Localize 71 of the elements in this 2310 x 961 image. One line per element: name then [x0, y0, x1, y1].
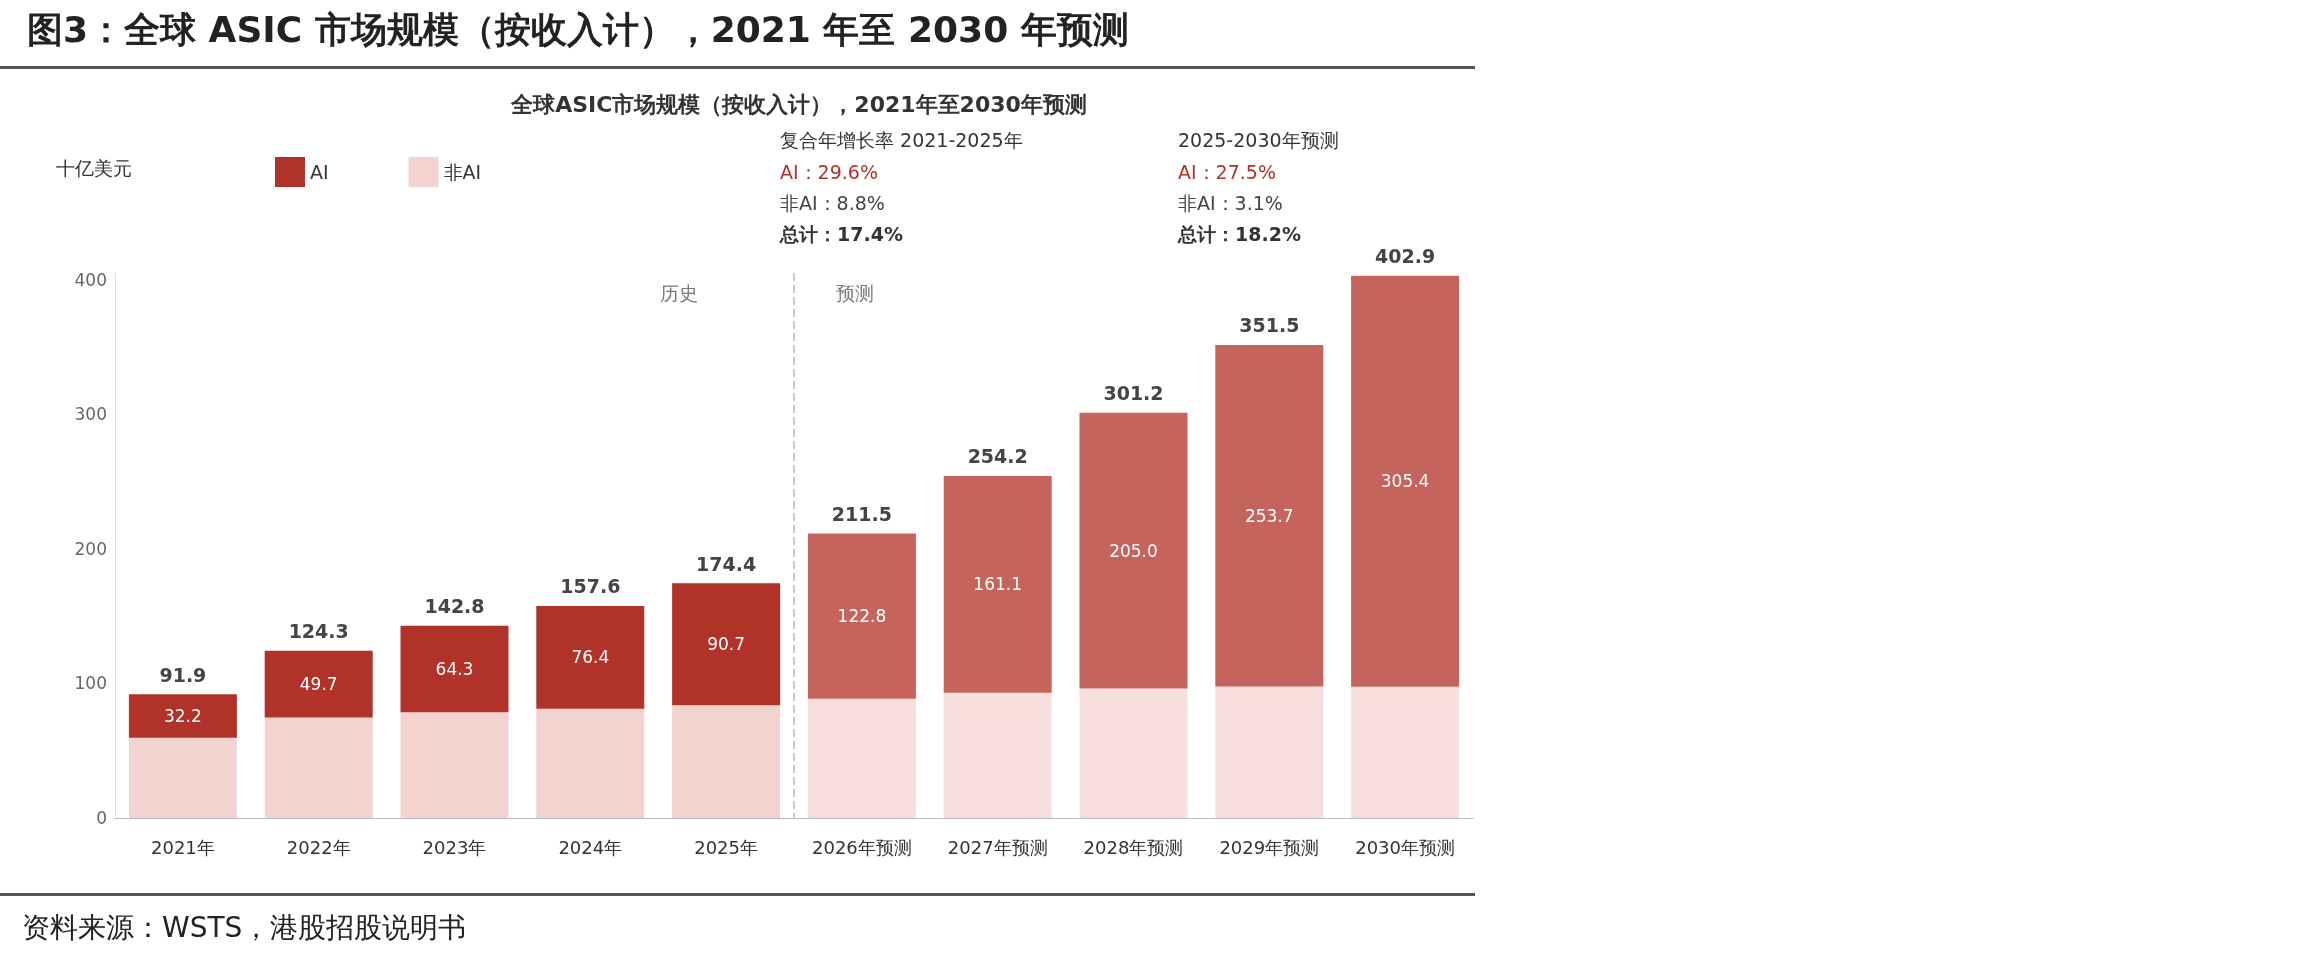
- legend-label: 非AI: [443, 161, 482, 183]
- bar: [1215, 344, 1324, 687]
- data-label: 64.3: [435, 659, 474, 680]
- bar: [807, 698, 916, 818]
- y-axis-title: 十亿美元: [56, 156, 132, 179]
- data-label: 161.1: [973, 574, 1023, 595]
- data-label: 205.0: [1109, 540, 1158, 561]
- text: 非AI：8.8%: [780, 191, 885, 214]
- bar: [1215, 686, 1324, 818]
- bar: [807, 533, 916, 699]
- legend-label: AI: [310, 161, 329, 183]
- data-label: 76.4: [571, 647, 610, 668]
- x-tick-label: 2025年: [694, 836, 759, 858]
- x-tick-label: 2028年预测: [1083, 836, 1184, 858]
- text: 资料来源：WSTS，港股招股说明书: [22, 910, 467, 944]
- x-tick-label: 2024年: [558, 836, 623, 858]
- data-label: 253.7: [1244, 505, 1294, 526]
- y-tick-label: 0: [96, 808, 107, 828]
- bar: [400, 625, 509, 713]
- bar: [943, 692, 1052, 818]
- text: 非AI：3.1%: [1178, 191, 1283, 214]
- total-label: 124.3: [288, 620, 349, 643]
- total-label: 211.5: [831, 502, 892, 525]
- text: AI：29.6%: [780, 160, 878, 183]
- x-tick-label: 2026年预测: [811, 836, 912, 858]
- bar: [128, 737, 237, 818]
- text: AI：27.5%: [1178, 160, 1276, 183]
- bar: [1079, 412, 1188, 689]
- total-label: 142.8: [424, 595, 485, 618]
- data-label: 32.2: [163, 706, 202, 726]
- total-label: 254.2: [967, 445, 1028, 468]
- bar: [264, 717, 373, 818]
- total-label: 157.6: [560, 575, 621, 598]
- data-label: 49.7: [299, 674, 338, 695]
- data-label: 90.7: [707, 634, 746, 655]
- x-tick-label: 2029年预测: [1219, 836, 1320, 858]
- bar: [128, 694, 237, 738]
- x-tick-label: 2021年: [150, 836, 215, 858]
- x-tick-label: 2027年预测: [947, 836, 1048, 858]
- bar: [1351, 686, 1460, 818]
- text: 2025-2030年预测: [1178, 128, 1339, 151]
- total-label: 91.9: [159, 663, 207, 686]
- text: 复合年增长率 2021-2025年: [780, 128, 1023, 151]
- data-label: 122.8: [837, 606, 887, 627]
- bar: [672, 583, 781, 706]
- total-label: 351.5: [1239, 314, 1300, 337]
- total-label: 402.9: [1375, 245, 1436, 268]
- total-label: 174.4: [696, 552, 757, 575]
- bar: [264, 650, 373, 718]
- bar: [400, 712, 509, 818]
- annotation: 预测: [836, 281, 874, 304]
- total-label: 301.2: [1103, 382, 1164, 405]
- y-tick-label: 200: [74, 538, 107, 559]
- y-tick-label: 300: [74, 404, 107, 425]
- data-label: 305.4: [1380, 471, 1430, 492]
- annotation: 历史: [660, 281, 698, 304]
- x-tick-label: 2023年: [422, 836, 487, 858]
- bar: [943, 475, 1052, 693]
- text: 总计：17.4%: [779, 222, 903, 245]
- bar: [1351, 275, 1460, 687]
- bar: [1079, 688, 1188, 818]
- y-tick-label: 100: [74, 673, 107, 694]
- y-tick-label: 400: [74, 269, 107, 290]
- x-tick-label: 2022年: [286, 836, 351, 858]
- bar: [536, 708, 645, 818]
- chart-subtitle: 全球ASIC市场规模（按收入计），2021年至2030年预测: [510, 91, 1087, 117]
- bar: [536, 605, 645, 709]
- chart-title: 图3：全球 ASIC 市场规模（按收入计），2021 年至 2030 年预测: [27, 8, 1129, 50]
- text: 总计：18.2%: [1177, 222, 1301, 245]
- x-tick-label: 2030年预测: [1355, 836, 1456, 858]
- bar: [672, 705, 781, 818]
